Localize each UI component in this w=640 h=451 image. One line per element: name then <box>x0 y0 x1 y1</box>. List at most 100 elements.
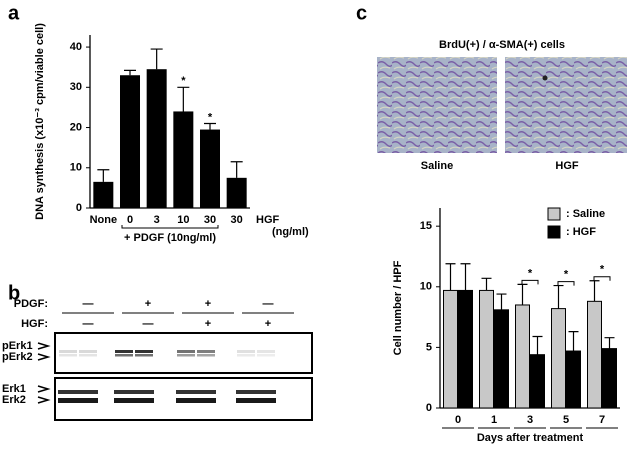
blot-sign: — <box>263 298 274 310</box>
blot-sign: + <box>205 298 211 310</box>
error-bar <box>553 284 564 309</box>
band-arrow <box>37 385 51 393</box>
band <box>79 350 97 353</box>
significance: * <box>208 111 213 123</box>
band <box>114 398 134 403</box>
sig-bracket <box>557 281 575 286</box>
band <box>237 354 255 357</box>
y-tick-label: 0 <box>426 402 432 414</box>
error-bar <box>517 283 528 305</box>
x-tick-label: 0 <box>455 414 461 426</box>
band <box>196 398 216 403</box>
band-label: pErk1 <box>2 340 33 352</box>
x-tick-label: 5 <box>563 414 569 426</box>
band <box>197 350 215 353</box>
bar <box>551 308 566 409</box>
band <box>257 350 275 353</box>
error-bar <box>589 280 600 302</box>
band <box>177 354 195 357</box>
band-arrow <box>37 353 51 361</box>
bar <box>530 354 545 409</box>
y-tick-label: 0 <box>76 202 82 214</box>
blot-sign: — <box>143 318 154 330</box>
band <box>58 398 78 403</box>
band-label: Erk2 <box>2 394 26 406</box>
legend-swatch <box>547 225 561 239</box>
x-tick-label: 30 <box>204 214 216 226</box>
sig-bracket <box>521 279 539 285</box>
band <box>177 350 195 353</box>
panel-label: b <box>8 282 20 304</box>
blot <box>54 332 313 421</box>
blot-sign: + <box>265 318 271 330</box>
band <box>256 390 276 394</box>
error-bar <box>460 263 471 291</box>
x-tick-label: 0 <box>127 214 133 226</box>
bar <box>200 129 220 208</box>
band <box>134 398 154 403</box>
bar <box>587 300 602 409</box>
band <box>59 350 77 353</box>
y-tick-label: 40 <box>70 41 82 53</box>
band <box>115 350 133 353</box>
y-axis-title: DNA synthesis (x10⁻³ cpm/viable cell) <box>34 23 46 220</box>
nucleus <box>542 75 548 81</box>
micrograph-label: HGF <box>555 160 579 172</box>
error-bar <box>604 337 615 349</box>
band <box>176 398 196 403</box>
bar <box>566 350 581 409</box>
bar <box>226 177 247 208</box>
micrograph-title: BrdU(+) / α-SMA(+) cells <box>439 39 565 51</box>
y-tick-label: 10 <box>420 281 432 293</box>
bar <box>173 111 194 208</box>
y-axis-title: Cell number / HPF <box>392 260 404 355</box>
legend-label: : Saline <box>566 208 605 220</box>
error-bar <box>568 331 579 352</box>
band <box>135 354 153 357</box>
y-tick-label: 5 <box>426 341 432 353</box>
bar <box>120 75 140 208</box>
band <box>78 390 98 394</box>
error-bar <box>124 69 136 76</box>
error-bar <box>150 48 163 70</box>
panel-label: c <box>356 2 367 24</box>
bar <box>146 69 167 208</box>
x-tick-label: 30 <box>231 214 243 226</box>
bar <box>458 289 473 409</box>
bar <box>93 181 114 208</box>
error-bar <box>496 293 507 310</box>
x-tick-label: 3 <box>154 214 160 226</box>
band <box>134 390 154 394</box>
legend-label: : HGF <box>566 226 596 238</box>
error-bar <box>532 335 543 355</box>
error-bar <box>445 263 456 291</box>
x-tick-label: 7 <box>599 414 605 426</box>
bar <box>602 348 617 409</box>
significance: * <box>181 75 186 87</box>
band <box>114 390 134 394</box>
x-tick-label: None <box>90 214 118 226</box>
error-bar <box>204 122 216 130</box>
sig-bracket <box>593 276 611 281</box>
x-annotation: + PDGF (10ng/ml) <box>124 232 216 244</box>
band <box>196 390 216 394</box>
bracket <box>121 225 219 229</box>
error-bar <box>230 161 243 178</box>
band-label: pErk2 <box>2 351 33 363</box>
band <box>176 390 196 394</box>
y-tick-label: 15 <box>420 220 432 232</box>
blot-sign: — <box>83 318 94 330</box>
bar <box>494 309 509 409</box>
significance: * <box>600 264 605 276</box>
error-bar <box>177 86 190 112</box>
y-tick-label: 20 <box>70 121 82 133</box>
band <box>237 350 255 353</box>
band <box>197 354 215 357</box>
x-tick-label: 1 <box>491 414 497 426</box>
band <box>256 398 276 403</box>
blot-row-label: PDGF: <box>14 298 48 310</box>
band <box>78 398 98 403</box>
bar <box>443 289 458 409</box>
blot-row-label: HGF: <box>21 318 48 330</box>
